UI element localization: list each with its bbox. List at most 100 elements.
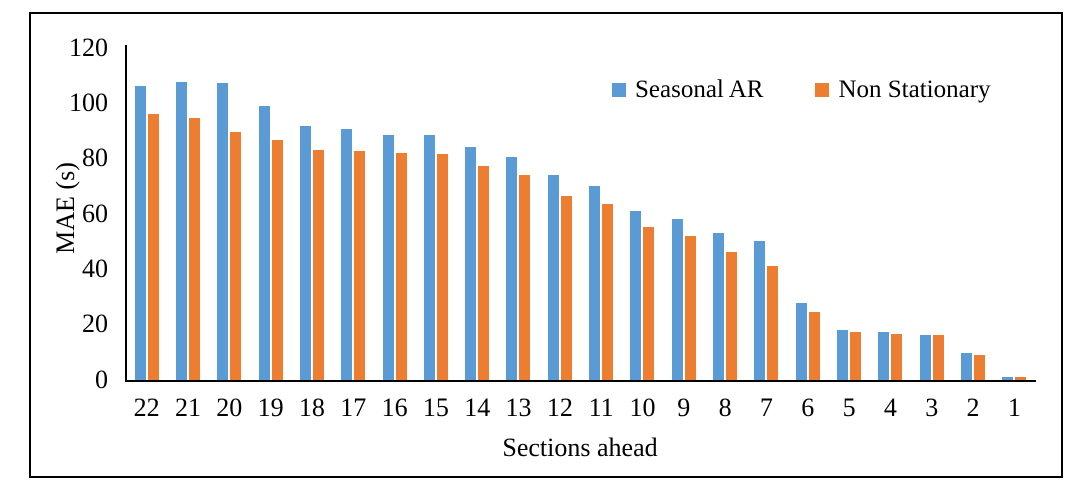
bar-non-stationary-section-14 bbox=[478, 166, 490, 380]
x-tick-label-14: 14 bbox=[464, 393, 491, 422]
bar-seasonal-ar-section-18 bbox=[299, 126, 311, 380]
y-tick-label-80: 80 bbox=[82, 143, 108, 173]
x-tick-label-5: 5 bbox=[842, 393, 856, 422]
bar-seasonal-ar-section-2 bbox=[960, 353, 972, 380]
bar-group-section-21 bbox=[167, 48, 208, 380]
plot-area bbox=[126, 48, 1035, 380]
x-tick-label-2: 2 bbox=[966, 393, 980, 422]
bar-non-stationary-section-1 bbox=[1015, 376, 1027, 380]
bar-group-section-3 bbox=[911, 48, 952, 380]
x-tick-label-4: 4 bbox=[883, 393, 897, 422]
x-tick-label-13: 13 bbox=[505, 393, 532, 422]
bar-seasonal-ar-section-11 bbox=[589, 185, 601, 380]
x-tick-label-1: 1 bbox=[1007, 393, 1021, 422]
bar-seasonal-ar-section-10 bbox=[630, 210, 642, 380]
x-tick-label-10: 10 bbox=[629, 393, 656, 422]
bar-non-stationary-section-8 bbox=[726, 252, 738, 380]
bar-non-stationary-section-21 bbox=[188, 118, 200, 380]
x-axis-title: Sections ahead bbox=[502, 433, 658, 462]
bar-seasonal-ar-section-5 bbox=[836, 329, 848, 380]
bar-group-section-13 bbox=[498, 48, 539, 380]
bar-non-stationary-section-5 bbox=[849, 332, 861, 380]
bar-non-stationary-section-12 bbox=[560, 195, 572, 380]
bar-seasonal-ar-section-8 bbox=[713, 232, 725, 380]
bar-non-stationary-section-10 bbox=[643, 227, 655, 380]
bar-seasonal-ar-section-9 bbox=[671, 219, 683, 380]
x-tick-label-21: 21 bbox=[174, 393, 201, 422]
legend-swatch-seasonal-ar-icon bbox=[612, 83, 626, 97]
bar-non-stationary-section-3 bbox=[932, 335, 944, 380]
bar-seasonal-ar-section-1 bbox=[1002, 376, 1014, 380]
bar-group-section-10 bbox=[622, 48, 663, 380]
bar-seasonal-ar-section-20 bbox=[217, 83, 229, 380]
bar-group-section-20 bbox=[209, 48, 250, 380]
legend-swatch-non-stationary-icon bbox=[815, 83, 830, 97]
legend-item-non-stationary: Non Stationary bbox=[815, 76, 991, 104]
bar-non-stationary-section-22 bbox=[147, 113, 159, 380]
bar-seasonal-ar-section-7 bbox=[754, 241, 766, 380]
bar-non-stationary-section-18 bbox=[312, 149, 324, 380]
bar-group-section-9 bbox=[663, 48, 704, 380]
bar-seasonal-ar-section-4 bbox=[878, 332, 890, 380]
x-tick-label-7: 7 bbox=[759, 393, 773, 422]
bar-non-stationary-section-16 bbox=[395, 152, 407, 380]
x-tick-label-19: 19 bbox=[257, 393, 284, 422]
bar-non-stationary-section-19 bbox=[271, 140, 283, 380]
bar-non-stationary-section-7 bbox=[767, 266, 779, 380]
x-tick-label-18: 18 bbox=[298, 393, 325, 422]
legend-item-seasonal-ar: Seasonal AR bbox=[612, 76, 763, 104]
x-tick-label-17: 17 bbox=[340, 393, 367, 422]
bar-group-section-4 bbox=[870, 48, 911, 380]
bar-seasonal-ar-section-3 bbox=[919, 335, 931, 380]
bar-non-stationary-section-13 bbox=[519, 174, 531, 380]
bar-group-section-15 bbox=[415, 48, 456, 380]
y-tick-label-20: 20 bbox=[82, 309, 108, 339]
bar-seasonal-ar-section-19 bbox=[258, 105, 270, 380]
bar-group-section-1 bbox=[994, 48, 1035, 380]
legend-label-non-stationary: Non Stationary bbox=[838, 76, 991, 103]
legend: Seasonal AR Non Stationary bbox=[612, 76, 991, 104]
bar-non-stationary-section-11 bbox=[602, 203, 614, 380]
x-tick-label-22: 22 bbox=[133, 393, 160, 422]
bar-non-stationary-section-15 bbox=[436, 154, 448, 380]
y-tick-label-100: 100 bbox=[69, 87, 108, 117]
bar-seasonal-ar-section-15 bbox=[423, 134, 435, 380]
bar-group-section-22 bbox=[126, 48, 167, 380]
bar-seasonal-ar-section-21 bbox=[175, 82, 187, 380]
y-tick-label-40: 40 bbox=[82, 253, 108, 283]
bar-seasonal-ar-section-14 bbox=[465, 147, 477, 380]
bar-group-section-8 bbox=[704, 48, 745, 380]
x-tick-label-8: 8 bbox=[718, 393, 732, 422]
bar-group-section-2 bbox=[952, 48, 993, 380]
bar-group-section-18 bbox=[291, 48, 332, 380]
bar-seasonal-ar-section-17 bbox=[341, 129, 353, 380]
x-tick-label-15: 15 bbox=[422, 393, 449, 422]
x-tick-label-6: 6 bbox=[801, 393, 815, 422]
bar-seasonal-ar-section-6 bbox=[795, 303, 807, 380]
y-tick-label-60: 60 bbox=[82, 198, 108, 228]
chart-frame bbox=[29, 12, 1063, 478]
bar-non-stationary-section-9 bbox=[684, 235, 696, 380]
legend-label-seasonal-ar: Seasonal AR bbox=[635, 76, 764, 103]
bar-non-stationary-section-17 bbox=[354, 151, 366, 380]
bar-group-section-5 bbox=[828, 48, 869, 380]
bar-group-section-14 bbox=[457, 48, 498, 380]
bar-group-section-7 bbox=[746, 48, 787, 380]
y-tick-label-0: 0 bbox=[95, 364, 108, 394]
bar-non-stationary-section-6 bbox=[808, 311, 820, 380]
bar-seasonal-ar-section-12 bbox=[547, 174, 559, 380]
x-tick-label-11: 11 bbox=[588, 393, 614, 422]
bar-seasonal-ar-section-16 bbox=[382, 134, 394, 380]
bar-seasonal-ar-section-13 bbox=[506, 156, 518, 380]
bar-non-stationary-section-4 bbox=[891, 333, 903, 380]
y-tick-label-120: 120 bbox=[69, 32, 108, 62]
y-axis-line bbox=[124, 45, 127, 380]
x-tick-label-20: 20 bbox=[216, 393, 243, 422]
x-tick-label-12: 12 bbox=[546, 393, 573, 422]
bar-non-stationary-section-2 bbox=[973, 354, 985, 380]
x-tick-label-9: 9 bbox=[677, 393, 691, 422]
bar-group-section-6 bbox=[787, 48, 828, 380]
x-tick-label-3: 3 bbox=[925, 393, 939, 422]
x-axis-line bbox=[124, 379, 1036, 382]
bar-group-section-19 bbox=[250, 48, 291, 380]
